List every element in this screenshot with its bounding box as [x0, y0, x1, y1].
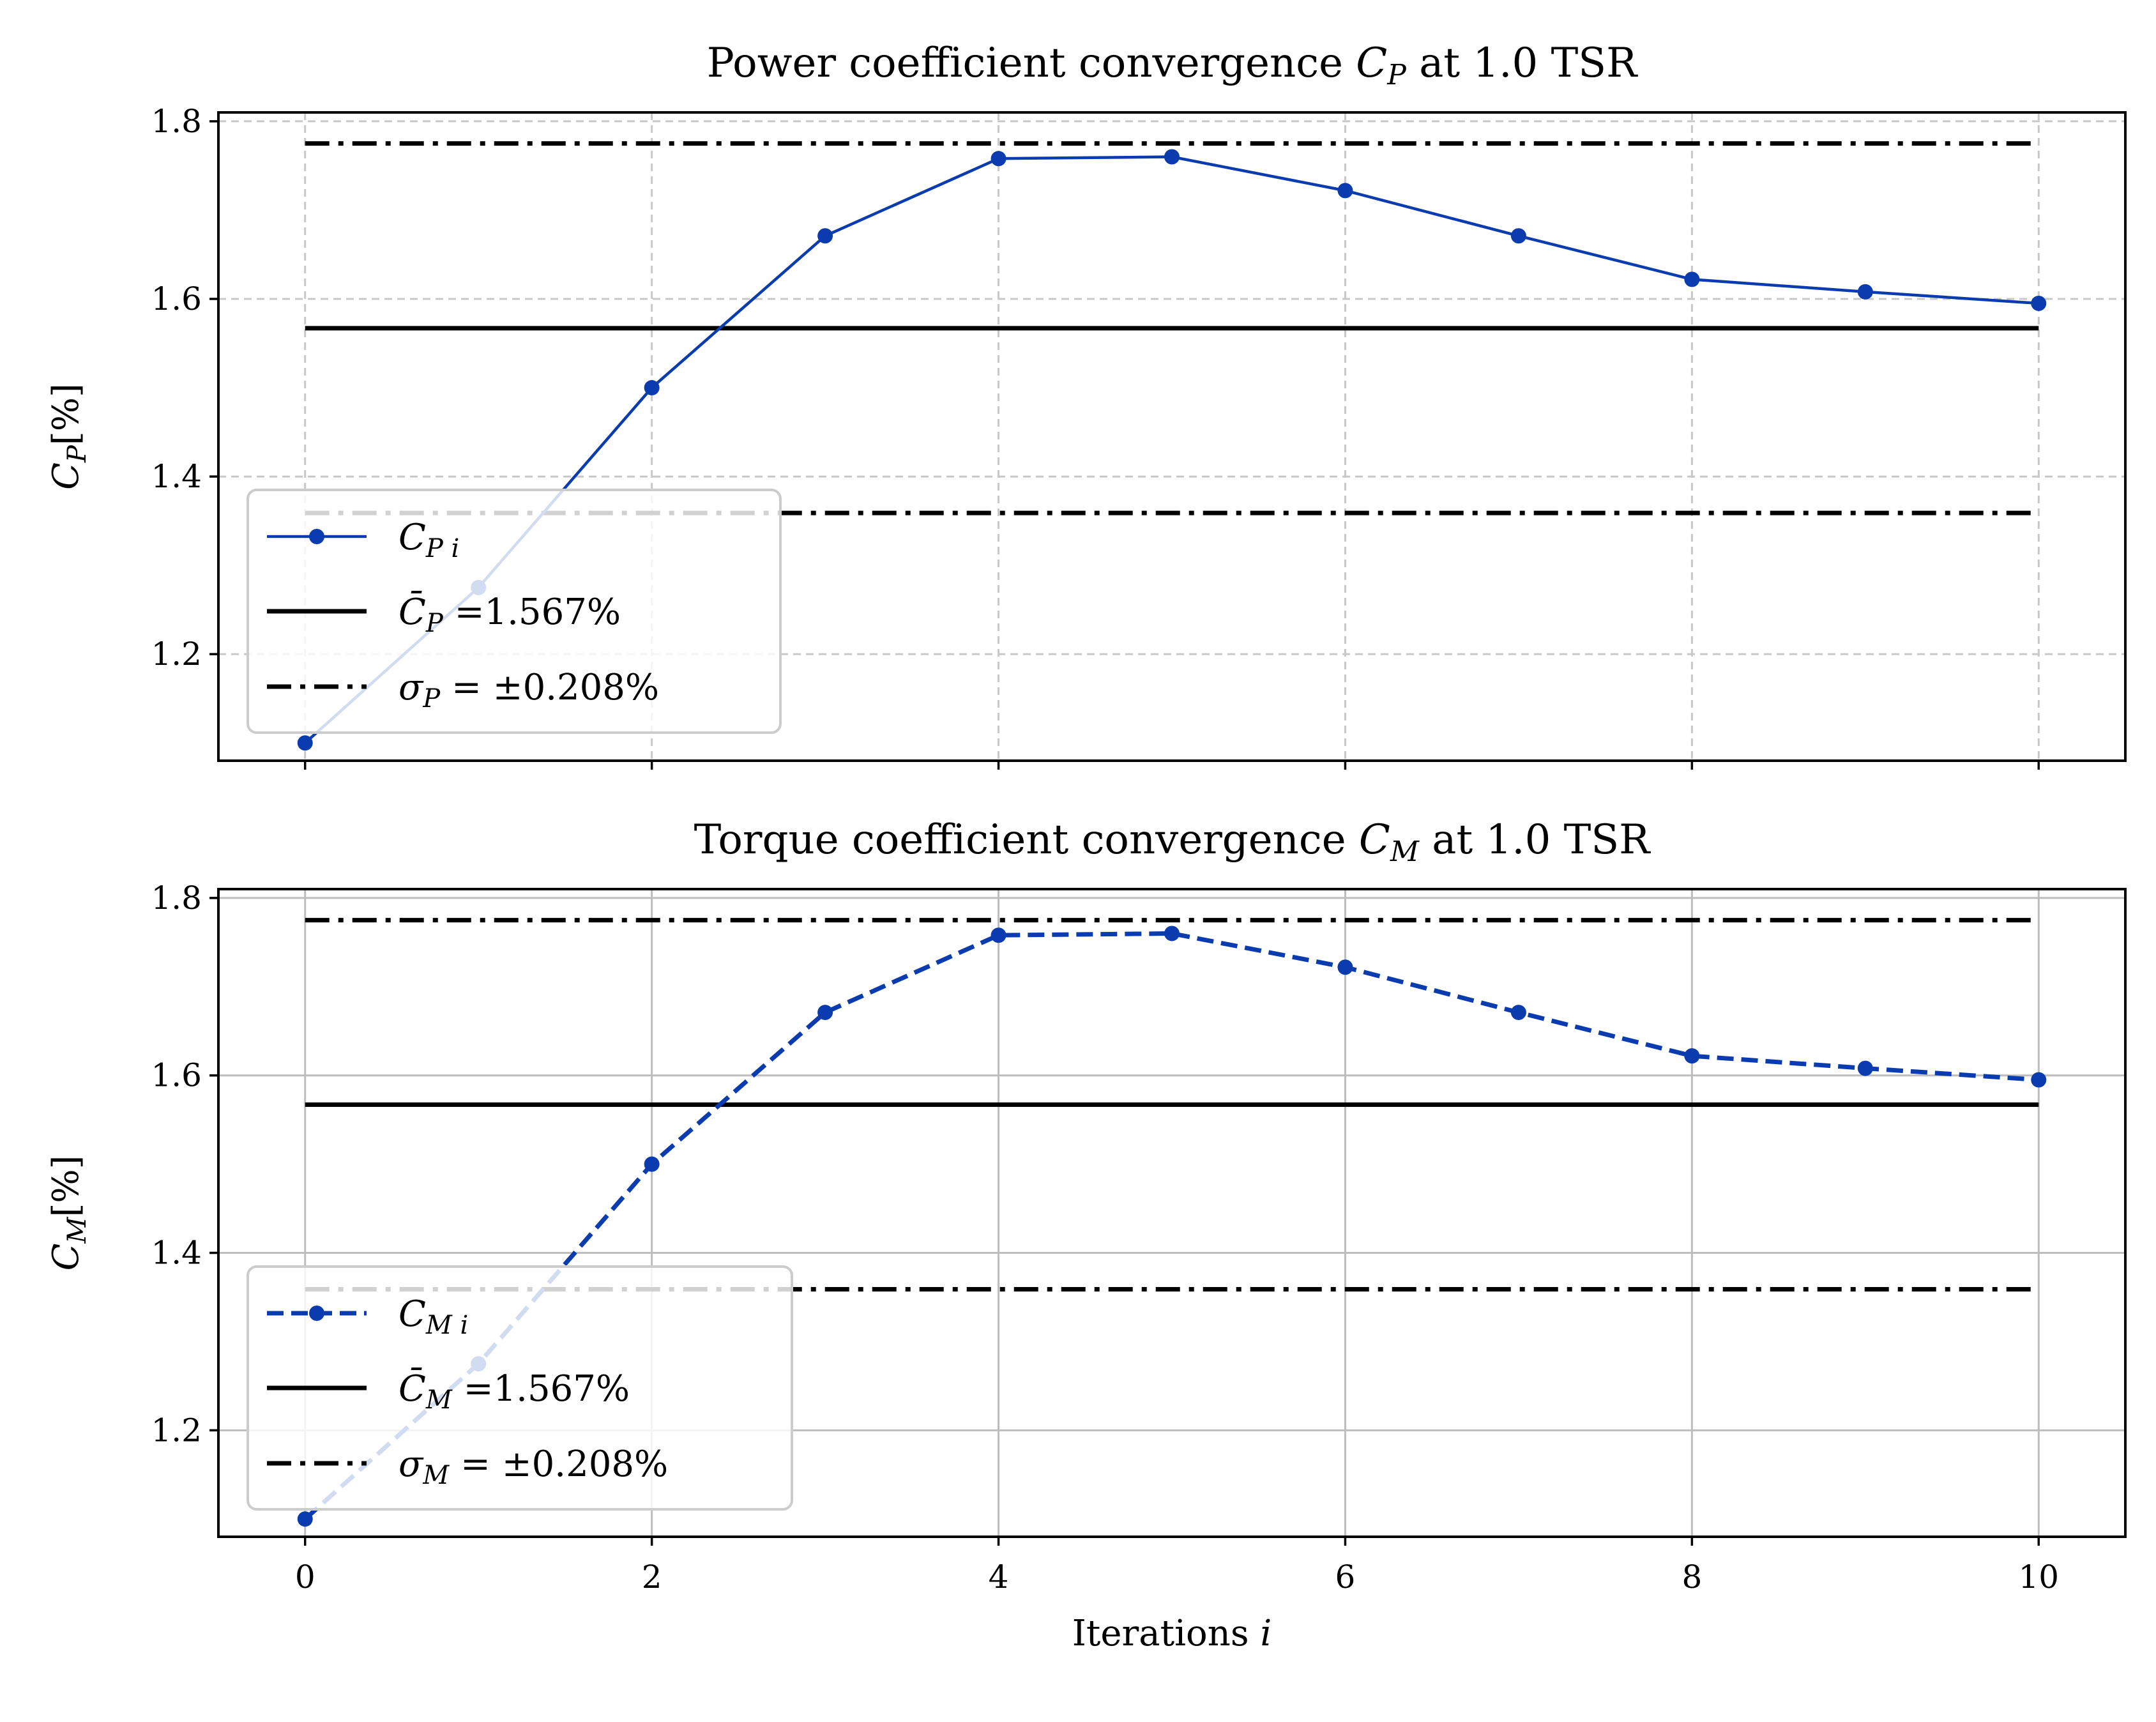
cm-legend-box: [247, 1265, 793, 1511]
cm-ytick-label: 1.4: [151, 1235, 202, 1272]
cm-axes-frame: [217, 888, 2127, 1538]
cm-data-point: [1684, 1048, 1700, 1064]
cm-data-point: [1337, 959, 1353, 975]
cp-data-point: [1337, 183, 1353, 199]
cm-legend: CM i C̄M =1.567% σM = ±0.208%: [247, 1265, 793, 1511]
cm-ytick-label: 1.2: [151, 1412, 202, 1449]
cm-data-point: [817, 1005, 833, 1021]
cm-ytick-label: 1.8: [151, 880, 202, 917]
cp-legend-mean-label: C̄P =1.567%: [399, 590, 621, 638]
cm-xtick-label: 2: [642, 1558, 662, 1596]
cp-data-point: [991, 151, 1006, 167]
cm-xtick-label: 0: [295, 1558, 315, 1596]
cm-x-axis-label: Iterations i: [1072, 1613, 1272, 1654]
cp-legend-series-marker: [309, 529, 324, 544]
cm-legend-series-label: CM i: [399, 1293, 468, 1340]
cp-data-point: [1164, 149, 1180, 165]
cp-legend: CP i C̄P =1.567% σP = ±0.208%: [247, 489, 782, 734]
cp-data-point: [644, 380, 660, 396]
cp-data-point: [1510, 228, 1526, 244]
cp-y-axis-label: CP[%]: [45, 383, 92, 490]
cp-data-point: [2031, 295, 2047, 311]
cp-legend-std-label: σP = ±0.208%: [399, 667, 659, 713]
cp-ytick-label: 1.6: [151, 280, 202, 317]
cp-data-point: [297, 735, 313, 751]
cp-grid: [218, 112, 2125, 761]
cp-legend-box: [247, 489, 782, 734]
cm-chart-title: Torque coefficient convergence CM at 1.0…: [694, 816, 1651, 868]
cp-axes-frame: [217, 111, 2127, 762]
cp-ytick-label: 1.2: [151, 636, 202, 673]
cm-data-point: [1164, 926, 1180, 941]
cm-y-axis-label: CM[%]: [45, 1155, 92, 1271]
cm-xtick-label: 6: [1335, 1558, 1356, 1596]
cp-data-point: [817, 228, 833, 244]
torque-coefficient-chart: 1.2 1.4 1.6 1.8 0 2 4 6 8 10 Torque coefficient co…: [45, 816, 2127, 1654]
cp-ytick-label: 1.8: [151, 103, 202, 140]
cp-chart-title: Power coefficient convergence CP at 1.0 …: [707, 40, 1638, 91]
cm-xtick-label: 4: [989, 1558, 1009, 1596]
cp-ytick-label: 1.4: [151, 458, 202, 495]
cm-data-point: [1857, 1060, 1873, 1076]
cm-legend-std-label: σM = ±0.208%: [399, 1444, 668, 1490]
power-coefficient-chart: 1.2 1.4 1.6 1.8 Power coefficient convergenc…: [45, 40, 2127, 770]
cm-legend-mean-label: C̄M =1.567%: [399, 1367, 630, 1415]
cp-legend-series-label: CP i: [399, 517, 459, 563]
cm-xtick-label: 8: [1682, 1558, 1702, 1596]
cp-data-point: [1684, 271, 1700, 287]
cm-data-point: [644, 1156, 660, 1172]
cm-ytick-label: 1.6: [151, 1057, 202, 1094]
cm-data-point: [2031, 1072, 2047, 1088]
cm-legend-series-marker: [309, 1306, 324, 1321]
cp-data-point: [1857, 284, 1873, 300]
cm-data-point: [991, 927, 1006, 943]
cm-xtick-label: 10: [2018, 1558, 2059, 1596]
cm-data-point: [297, 1511, 313, 1527]
cm-data-point: [1510, 1005, 1526, 1021]
cm-series-line: [303, 931, 2039, 1521]
